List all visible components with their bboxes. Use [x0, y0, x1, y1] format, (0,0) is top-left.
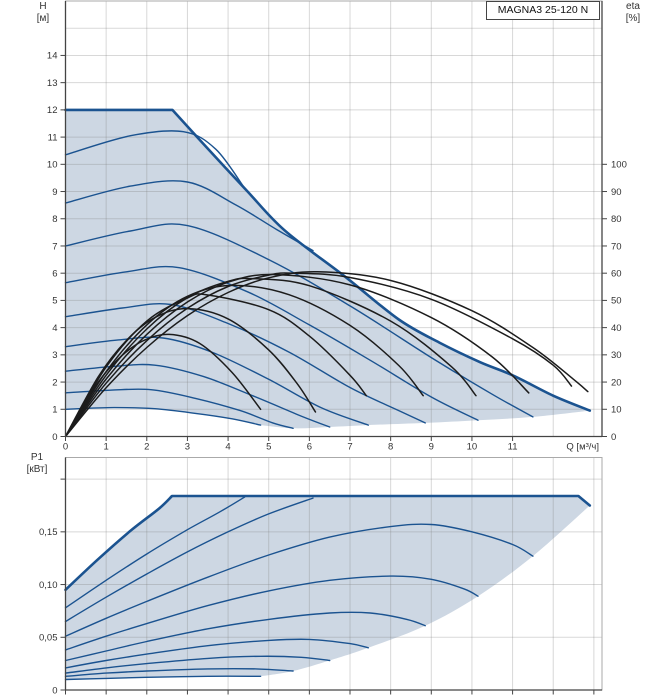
h-axis-label: H [м]: [28, 1, 58, 25]
tick-marks: [60, 54, 607, 695]
tick-label: 50: [611, 296, 622, 307]
tick-label: 6: [307, 442, 312, 453]
power-curve-6: [64, 611, 426, 662]
tick-label: 2: [52, 377, 57, 388]
eta-axis-label-unit: [%]: [625, 13, 641, 24]
tick-label: 10: [47, 160, 58, 171]
power-curve-max: [64, 494, 592, 592]
eta-curve-7: [64, 307, 317, 438]
tick-label: 13: [47, 78, 58, 89]
p1-envelope-fill: [65, 496, 590, 680]
tick-label: 90: [611, 187, 622, 198]
tick-labels: 0123456789101112131401020304050607080901…: [39, 51, 627, 697]
power-curve-5: [64, 575, 479, 651]
speed-curve-min: [64, 406, 262, 426]
eta-curve-1: [64, 271, 589, 438]
p1-axis-label-symbol: P1: [30, 452, 44, 463]
tick-label: 5: [266, 442, 271, 453]
tick-label: 70: [611, 241, 622, 252]
eta-curves: [64, 271, 589, 438]
tick-label: 7: [347, 442, 352, 453]
power-curve-8: [64, 655, 331, 674]
tick-label: 11: [48, 132, 58, 143]
speed-curve-9: [64, 388, 294, 429]
pump-model-label: MAGNA3 25-120 N: [486, 1, 600, 20]
tick-label: 80: [611, 214, 622, 225]
tick-label: 12: [47, 105, 58, 116]
tick-label: 30: [611, 350, 622, 361]
tick-label: 0: [52, 432, 57, 443]
tick-label: 3: [52, 350, 57, 361]
tick-label: 20: [611, 377, 622, 388]
power-curve-7: [64, 638, 369, 669]
power-curve-9: [64, 667, 294, 677]
power-curve-3: [64, 497, 314, 623]
tick-label: 1: [103, 442, 108, 453]
eta-axis-label-symbol: eta: [626, 1, 640, 12]
gridlines: [65, 1, 602, 690]
h-axis-label-unit: [м]: [36, 13, 50, 24]
tick-label: 7: [52, 241, 57, 252]
speed-curve-4: [64, 223, 534, 418]
power-curve-10: [64, 675, 262, 681]
tick-label: 60: [611, 268, 622, 279]
tick-label: 6: [52, 268, 57, 279]
tick-label: 10: [611, 405, 622, 416]
speed-curve-8: [64, 363, 331, 428]
tick-label: 100: [611, 160, 627, 171]
eta-curve-2: [64, 272, 573, 438]
tick-label: 9: [429, 442, 434, 453]
tick-label: 1: [52, 405, 57, 416]
p1-axis-label: P1 [кВт]: [19, 452, 55, 476]
tick-label: 4: [225, 442, 230, 453]
tick-label: 4: [52, 323, 57, 334]
eta-curve-6: [64, 293, 368, 438]
envelope-fills: [65, 109, 590, 680]
tick-label: 0,05: [39, 633, 58, 644]
tick-label: 14: [47, 51, 58, 62]
tick-label: 2: [144, 442, 149, 453]
speed-curve-6: [64, 302, 426, 424]
p1-power-curves: [64, 494, 592, 681]
eta-curve-3: [64, 273, 530, 438]
tick-label: 0: [52, 685, 57, 696]
tick-label: 0,10: [39, 580, 58, 591]
eta-curve-5: [64, 284, 424, 438]
speed-curve-5: [64, 265, 479, 421]
tick-label: 0,15: [39, 527, 58, 538]
tick-label: 8: [52, 214, 57, 225]
tick-label: 10: [467, 442, 478, 453]
eta-curve-8: [64, 333, 262, 438]
speed-curve-3: [64, 180, 314, 252]
tick-label: 0: [611, 432, 616, 443]
eta-axis-label: eta [%]: [617, 1, 649, 25]
tick-label: 0: [63, 442, 68, 453]
qh-envelope-fill: [65, 109, 590, 429]
tick-label: 9: [52, 187, 57, 198]
tick-label: 5: [52, 296, 57, 307]
tick-label: 8: [388, 442, 393, 453]
tick-label: Q [м³/ч]: [566, 442, 599, 453]
speed-curve-2: [64, 130, 246, 189]
tick-label: 40: [611, 323, 622, 334]
power-curve-2: [64, 496, 246, 609]
power-curve-4: [64, 523, 534, 637]
p1-axis-label-unit: [кВт]: [26, 464, 48, 475]
tick-label: 11: [508, 442, 518, 453]
h-axis-label-symbol: H: [39, 1, 47, 12]
tick-label: 3: [185, 442, 190, 453]
